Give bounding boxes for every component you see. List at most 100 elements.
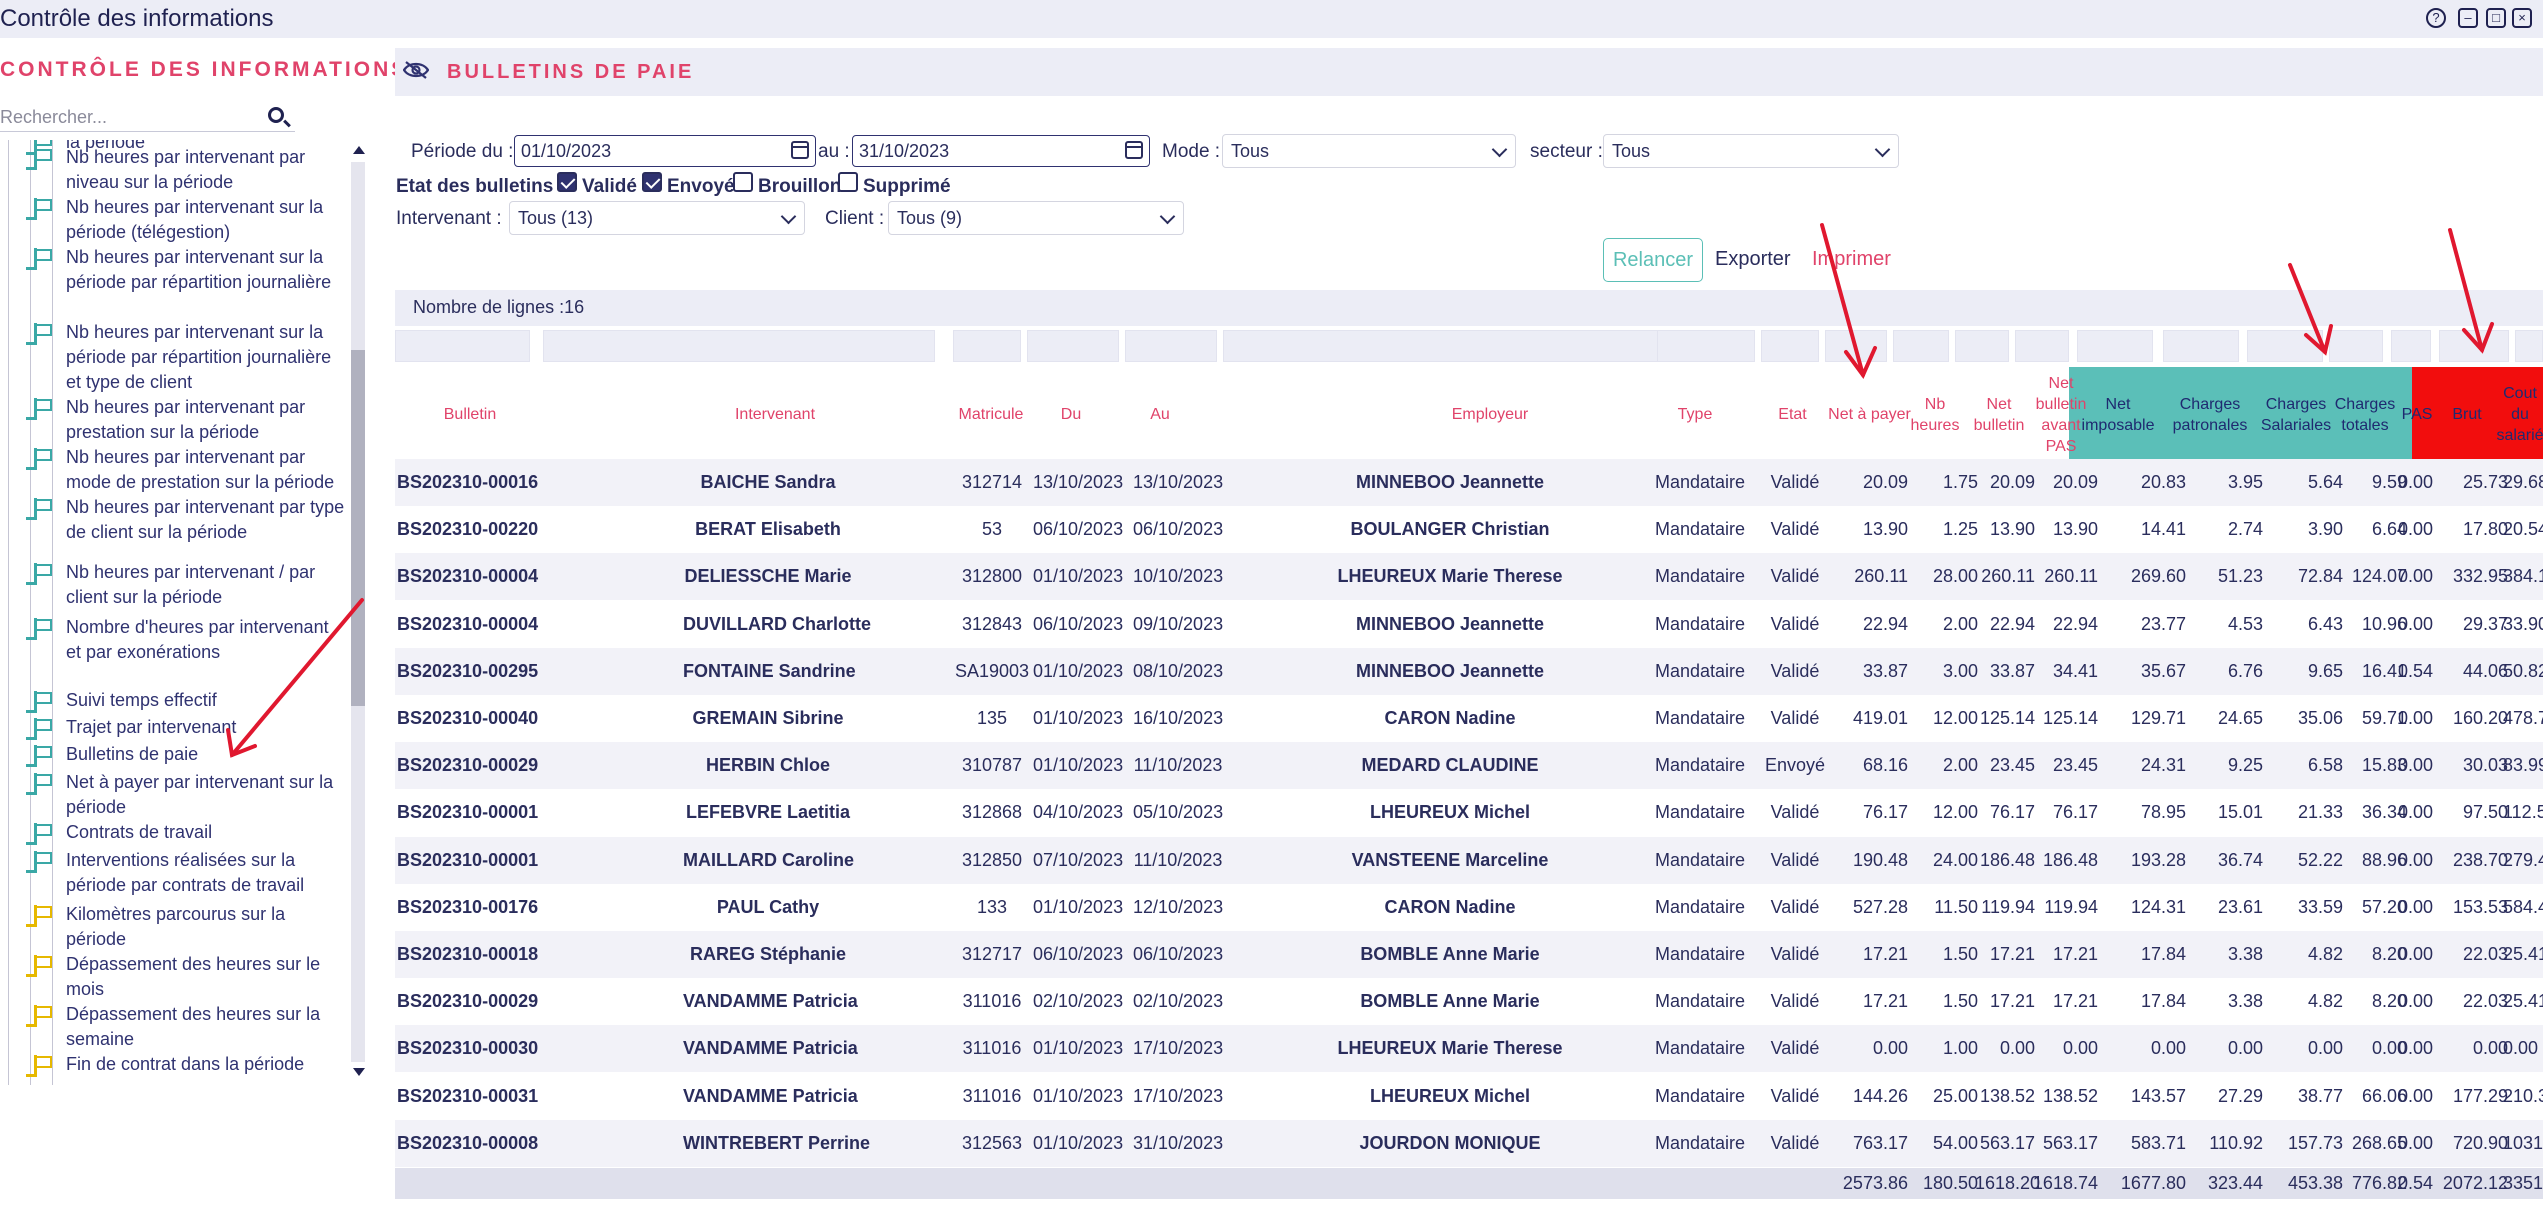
column-header[interactable]: Du	[1060, 406, 1082, 423]
sidebar-item[interactable]: Nb heures par intervenant sur la période…	[26, 245, 345, 295]
intervenant-select[interactable]: Tous (13)	[509, 201, 805, 235]
column-filter-input[interactable]	[395, 330, 530, 362]
scroll-up-icon[interactable]	[353, 146, 365, 154]
table-row[interactable]: BS202310-00008 WINTREBERT Perrine 312563 01…	[395, 1119, 2543, 1167]
column-filter-input[interactable]	[2015, 330, 2069, 362]
table-row[interactable]: BS202310-00031 VANDAMME Patricia 311016 01/…	[395, 1073, 2543, 1120]
table-row[interactable]: BS202310-00040 GREMAIN Sibrine 135 01/10/20…	[395, 695, 2543, 742]
column-header[interactable]: Bulletin	[443, 406, 497, 423]
sidebar-item[interactable]: Nombre d'heures par intervenant et par e…	[26, 615, 345, 665]
sidebar-item[interactable]: Kilomètres parcourus sur la période	[26, 902, 345, 952]
sidebar-item[interactable]: Nb heures par intervenant sur la période…	[26, 320, 345, 395]
sidebar-item[interactable]: Trajet par intervenant	[26, 715, 345, 740]
date-from-field[interactable]: 01/10/2023	[514, 135, 816, 167]
minimize-icon[interactable]: –	[2458, 8, 2478, 28]
calendar-icon[interactable]	[791, 141, 809, 159]
column-filter-input[interactable]	[2077, 330, 2153, 362]
column-header[interactable]: Nb heures	[1910, 395, 1960, 434]
sidebar-item[interactable]: Nb heures par intervenant par niveau sur…	[26, 145, 345, 195]
sidebar-item[interactable]: Interventions réalisées sur la période p…	[26, 848, 345, 898]
checkbox-valide[interactable]	[557, 172, 577, 192]
sidebar-item[interactable]: Nb heures par intervenant par type de cl…	[26, 495, 345, 545]
column-header[interactable]: Charges patronales	[2172, 395, 2248, 434]
relancer-button[interactable]: Relancer	[1603, 238, 1703, 282]
sidebar-scrollbar[interactable]	[348, 140, 368, 1085]
column-filter-input[interactable]	[1657, 330, 1755, 362]
column-filter-input[interactable]	[543, 330, 935, 362]
checkbox-envoye[interactable]	[642, 172, 662, 192]
scroll-down-icon[interactable]	[353, 1068, 365, 1076]
sidebar-item[interactable]: Suivi temps effectif	[26, 688, 345, 713]
column-header[interactable]: Net à payer	[1828, 406, 1911, 423]
column-filter-input[interactable]	[2391, 330, 2431, 362]
sidebar-item[interactable]: Fin de contrat dans la période	[26, 1052, 345, 1077]
column-filter-input[interactable]	[1027, 330, 1119, 362]
column-header[interactable]: Cout du salarié	[2496, 385, 2543, 444]
column-header[interactable]: Intervenant	[734, 406, 816, 423]
sidebar-item[interactable]: la période	[26, 140, 345, 155]
help-icon[interactable]: ?	[2426, 8, 2446, 28]
sidebar-item[interactable]: Nb heures par intervenant par mode de pr…	[26, 445, 345, 495]
secteur-select[interactable]: Tous	[1603, 134, 1899, 168]
column-header[interactable]: Type	[1677, 406, 1713, 423]
column-filter-input[interactable]	[1955, 330, 2009, 362]
table-row[interactable]: BS202310-00001 MAILLARD Caroline 312850 07/…	[395, 836, 2543, 884]
search-icon[interactable]	[268, 107, 284, 123]
sidebar-item[interactable]: Nb heures par intervenant sur la période…	[26, 195, 345, 245]
table-row[interactable]: BS202310-00004 DELIESSCHE Marie 312800 01/1…	[395, 553, 2543, 601]
sidebar-item[interactable]: Net à payer par intervenant sur la pério…	[26, 770, 345, 820]
close-icon[interactable]: ×	[2512, 8, 2532, 28]
column-filter-input[interactable]	[1125, 330, 1217, 362]
table-row[interactable]: BS202310-00030 VANDAMME Patricia 311016 01/…	[395, 1025, 2543, 1073]
column-header[interactable]: Net imposable	[2081, 395, 2155, 434]
column-filter-input[interactable]	[1761, 330, 1819, 362]
column-header[interactable]: Charges totales	[2334, 395, 2396, 434]
search-input[interactable]	[0, 103, 250, 131]
sidebar-item[interactable]: Contrats de travail	[26, 820, 345, 845]
table-row[interactable]: BS202310-00295 FONTAINE Sandrine SA19003 01…	[395, 647, 2543, 695]
column-filter-input[interactable]	[2163, 330, 2239, 362]
checkbox-brouillon[interactable]	[733, 172, 753, 192]
table-row[interactable]: BS202310-00018 RAREG Stéphanie 312717 06/10…	[395, 931, 2543, 978]
column-filter-input[interactable]	[1223, 330, 1663, 362]
column-filter-input[interactable]	[2247, 330, 2323, 362]
scrollbar-thumb[interactable]	[351, 350, 365, 706]
column-header[interactable]: Au	[1150, 406, 1170, 423]
column-header[interactable]: Employeur	[1451, 406, 1529, 423]
column-filter-input[interactable]	[1825, 330, 1887, 362]
column-header[interactable]: Brut	[2452, 406, 2482, 423]
column-filter-input[interactable]	[2439, 330, 2509, 362]
checkbox-supprime[interactable]	[838, 172, 858, 192]
column-header[interactable]: Etat	[1778, 406, 1807, 423]
table-row[interactable]: BS202310-00004 DUVILLARD Charlotte 312843 0…	[395, 601, 2543, 648]
column-header[interactable]: Charges Salariales	[2260, 395, 2332, 434]
table-cell: 50.82	[2503, 660, 2543, 681]
table-row[interactable]: BS202310-00220 BERAT Elisabeth 53 06/10/202…	[395, 506, 2543, 553]
sidebar-item[interactable]: Dépassement des heures sur le mois	[26, 952, 345, 1002]
date-to-field[interactable]: 31/10/2023	[852, 135, 1150, 167]
eye-off-icon[interactable]	[403, 61, 429, 79]
exporter-button[interactable]: Exporter	[1715, 248, 1791, 270]
table-row[interactable]: BS202310-00176 PAUL Cathy 133 01/10/2023 12/…	[395, 884, 2543, 931]
table-row[interactable]: BS202310-00001 LEFEBVRE Laetitia 312868 04/…	[395, 789, 2543, 836]
column-header[interactable]: Matricule	[958, 406, 1024, 423]
column-filter-input[interactable]	[2515, 330, 2543, 362]
imprimer-button[interactable]: Imprimer	[1812, 248, 1891, 270]
table-row[interactable]: BS202310-00029 VANDAMME Patricia 311016 02/…	[395, 978, 2543, 1025]
column-header[interactable]: Net bulletin	[1973, 395, 2025, 434]
maximize-icon[interactable]: □	[2486, 8, 2506, 28]
sidebar-item[interactable]: Bulletins de paie	[26, 742, 345, 767]
column-header[interactable]: Net bulletin avant PAS	[2035, 374, 2087, 455]
table-row[interactable]: BS202310-00016 BAICHE Sandra 312714 13/10/2…	[395, 459, 2543, 506]
column-filter-input[interactable]	[953, 330, 1021, 362]
calendar-icon[interactable]	[1125, 141, 1143, 159]
sidebar-item[interactable]: Nb heures par intervenant / par client s…	[26, 560, 345, 610]
mode-select[interactable]: Tous	[1222, 134, 1516, 168]
sidebar-item[interactable]: Dépassement des heures sur la semaine	[26, 1002, 345, 1052]
client-select[interactable]: Tous (9)	[888, 201, 1184, 235]
table-row[interactable]: BS202310-00029 HERBIN Chloe 310787 01/10/20…	[395, 742, 2543, 790]
sidebar-item[interactable]: Nb heures par intervenant par prestation…	[26, 395, 345, 445]
column-filter-input[interactable]	[2329, 330, 2383, 362]
column-filter-input[interactable]	[1893, 330, 1949, 362]
column-header[interactable]: PAS	[2401, 406, 2433, 423]
